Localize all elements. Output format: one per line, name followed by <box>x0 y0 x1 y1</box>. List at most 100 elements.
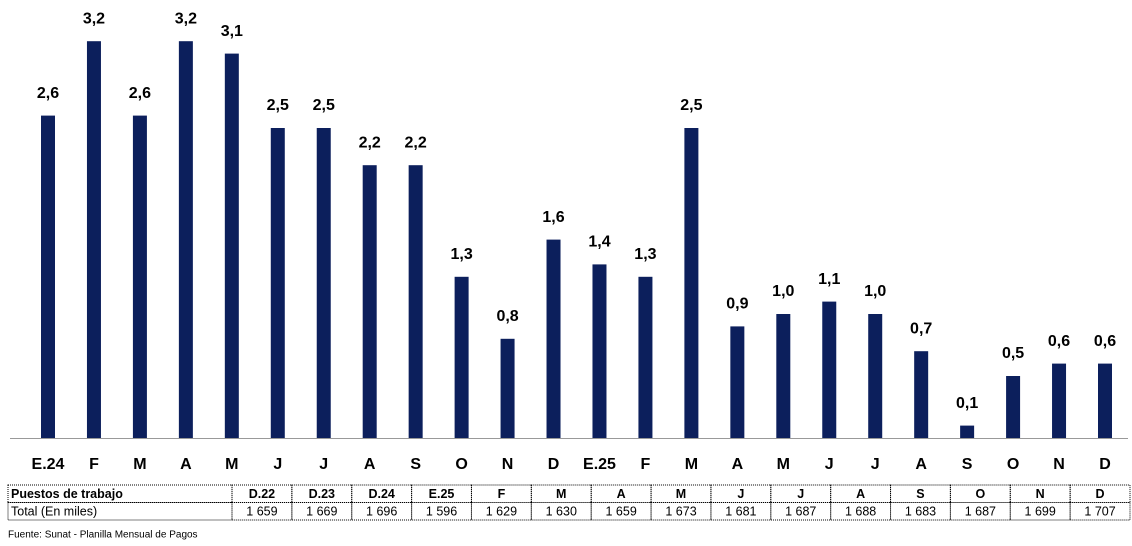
table-cell <box>890 484 951 503</box>
table-value: 1 659 <box>246 505 277 519</box>
bar <box>730 326 745 438</box>
table-header: M <box>676 487 686 501</box>
table-value: 1 681 <box>725 505 756 519</box>
table-cell <box>231 502 293 521</box>
table-value: 1 629 <box>486 505 517 519</box>
bar <box>41 115 55 438</box>
value-label: 0,6 <box>1048 333 1070 350</box>
table-cell <box>530 484 592 503</box>
value-label: 0,7 <box>910 320 932 337</box>
table-header: F <box>498 487 506 501</box>
table-cell <box>650 502 712 521</box>
table-value: 1 596 <box>426 505 457 519</box>
table-cell <box>1069 484 1131 503</box>
x-tick-label: E.24 <box>32 456 65 473</box>
x-tick-label: M <box>225 456 238 473</box>
value-label: 2,5 <box>313 97 335 114</box>
bar <box>270 128 285 438</box>
bar <box>592 264 607 438</box>
table-header: S <box>916 487 924 501</box>
table-header: D.23 <box>309 487 335 501</box>
x-tick-label: S <box>410 456 421 473</box>
bar <box>1098 363 1112 438</box>
x-tick-label: M <box>685 456 698 473</box>
table-header: J <box>737 487 744 501</box>
x-tick-label: J <box>825 456 834 473</box>
table-cell <box>530 502 592 521</box>
table-header: D <box>1096 487 1105 501</box>
bar <box>132 115 147 438</box>
table-value: 1 683 <box>905 505 936 519</box>
bar <box>316 128 331 438</box>
table-cell <box>590 484 652 503</box>
table-cell <box>1069 502 1131 521</box>
value-label: 2,2 <box>405 134 427 151</box>
table-cell <box>890 502 951 521</box>
table-cell <box>1009 484 1071 503</box>
x-tick-label: A <box>364 456 376 473</box>
table-cell <box>291 502 353 521</box>
table-header: Puestos de trabajo <box>11 487 123 501</box>
x-tick-label: O <box>1007 456 1019 473</box>
bar <box>500 338 515 438</box>
table-value: 1 673 <box>665 505 696 519</box>
value-label: 1,1 <box>818 271 840 288</box>
x-tick-label: M <box>777 456 790 473</box>
value-label: 1,4 <box>588 234 610 251</box>
table-cell <box>351 484 413 503</box>
value-label: 1,0 <box>864 283 886 300</box>
x-tick-label: D <box>548 456 560 473</box>
bar <box>914 351 929 438</box>
bar <box>638 276 653 438</box>
value-label: 1,0 <box>772 283 794 300</box>
bar <box>408 165 423 438</box>
x-tick-label: J <box>319 456 328 473</box>
bar <box>960 425 975 438</box>
table-value: 1 687 <box>965 505 996 519</box>
bar <box>454 276 469 438</box>
table-value: 1 699 <box>1025 505 1056 519</box>
table-header: J <box>797 487 804 501</box>
table-value: 1 659 <box>605 505 636 519</box>
table-cell <box>470 502 532 521</box>
x-tick-label: J <box>871 456 880 473</box>
table-header: M <box>556 487 566 501</box>
value-label: 1,6 <box>542 209 564 226</box>
x-tick-label: D <box>1099 456 1111 473</box>
x-tick-label: M <box>133 456 146 473</box>
table-cell <box>231 484 293 503</box>
x-tick-label: A <box>180 456 192 473</box>
table-header: A <box>856 487 865 501</box>
value-label: 0,5 <box>1002 345 1024 362</box>
bar <box>546 239 561 438</box>
table-value: 1 669 <box>306 505 337 519</box>
bar <box>178 41 193 438</box>
value-label: 2,6 <box>129 85 151 102</box>
value-label: 1,3 <box>634 246 656 263</box>
x-tick-label: S <box>962 456 973 473</box>
x-tick-label: N <box>1053 456 1065 473</box>
value-label: 2,6 <box>37 85 59 102</box>
table-cell <box>411 502 472 521</box>
table-cell <box>1009 502 1071 521</box>
x-tick-label: F <box>641 456 651 473</box>
table-value: 1 688 <box>845 505 876 519</box>
bar <box>868 314 883 438</box>
table-cell <box>470 484 532 503</box>
table-cell <box>830 484 892 503</box>
table-cell <box>650 484 712 503</box>
table-cell <box>770 484 832 503</box>
bar <box>684 128 699 438</box>
value-label: 3,1 <box>221 23 243 40</box>
table-header: A <box>617 487 626 501</box>
bar <box>224 53 239 438</box>
x-tick-label: F <box>89 456 99 473</box>
table-header: D.22 <box>249 487 275 501</box>
table-header: E.25 <box>429 487 455 501</box>
x-tick-label: A <box>915 456 927 473</box>
value-label: 3,2 <box>83 10 105 27</box>
value-label: 0,6 <box>1094 333 1116 350</box>
bar <box>86 41 101 438</box>
value-label: 2,5 <box>680 97 702 114</box>
